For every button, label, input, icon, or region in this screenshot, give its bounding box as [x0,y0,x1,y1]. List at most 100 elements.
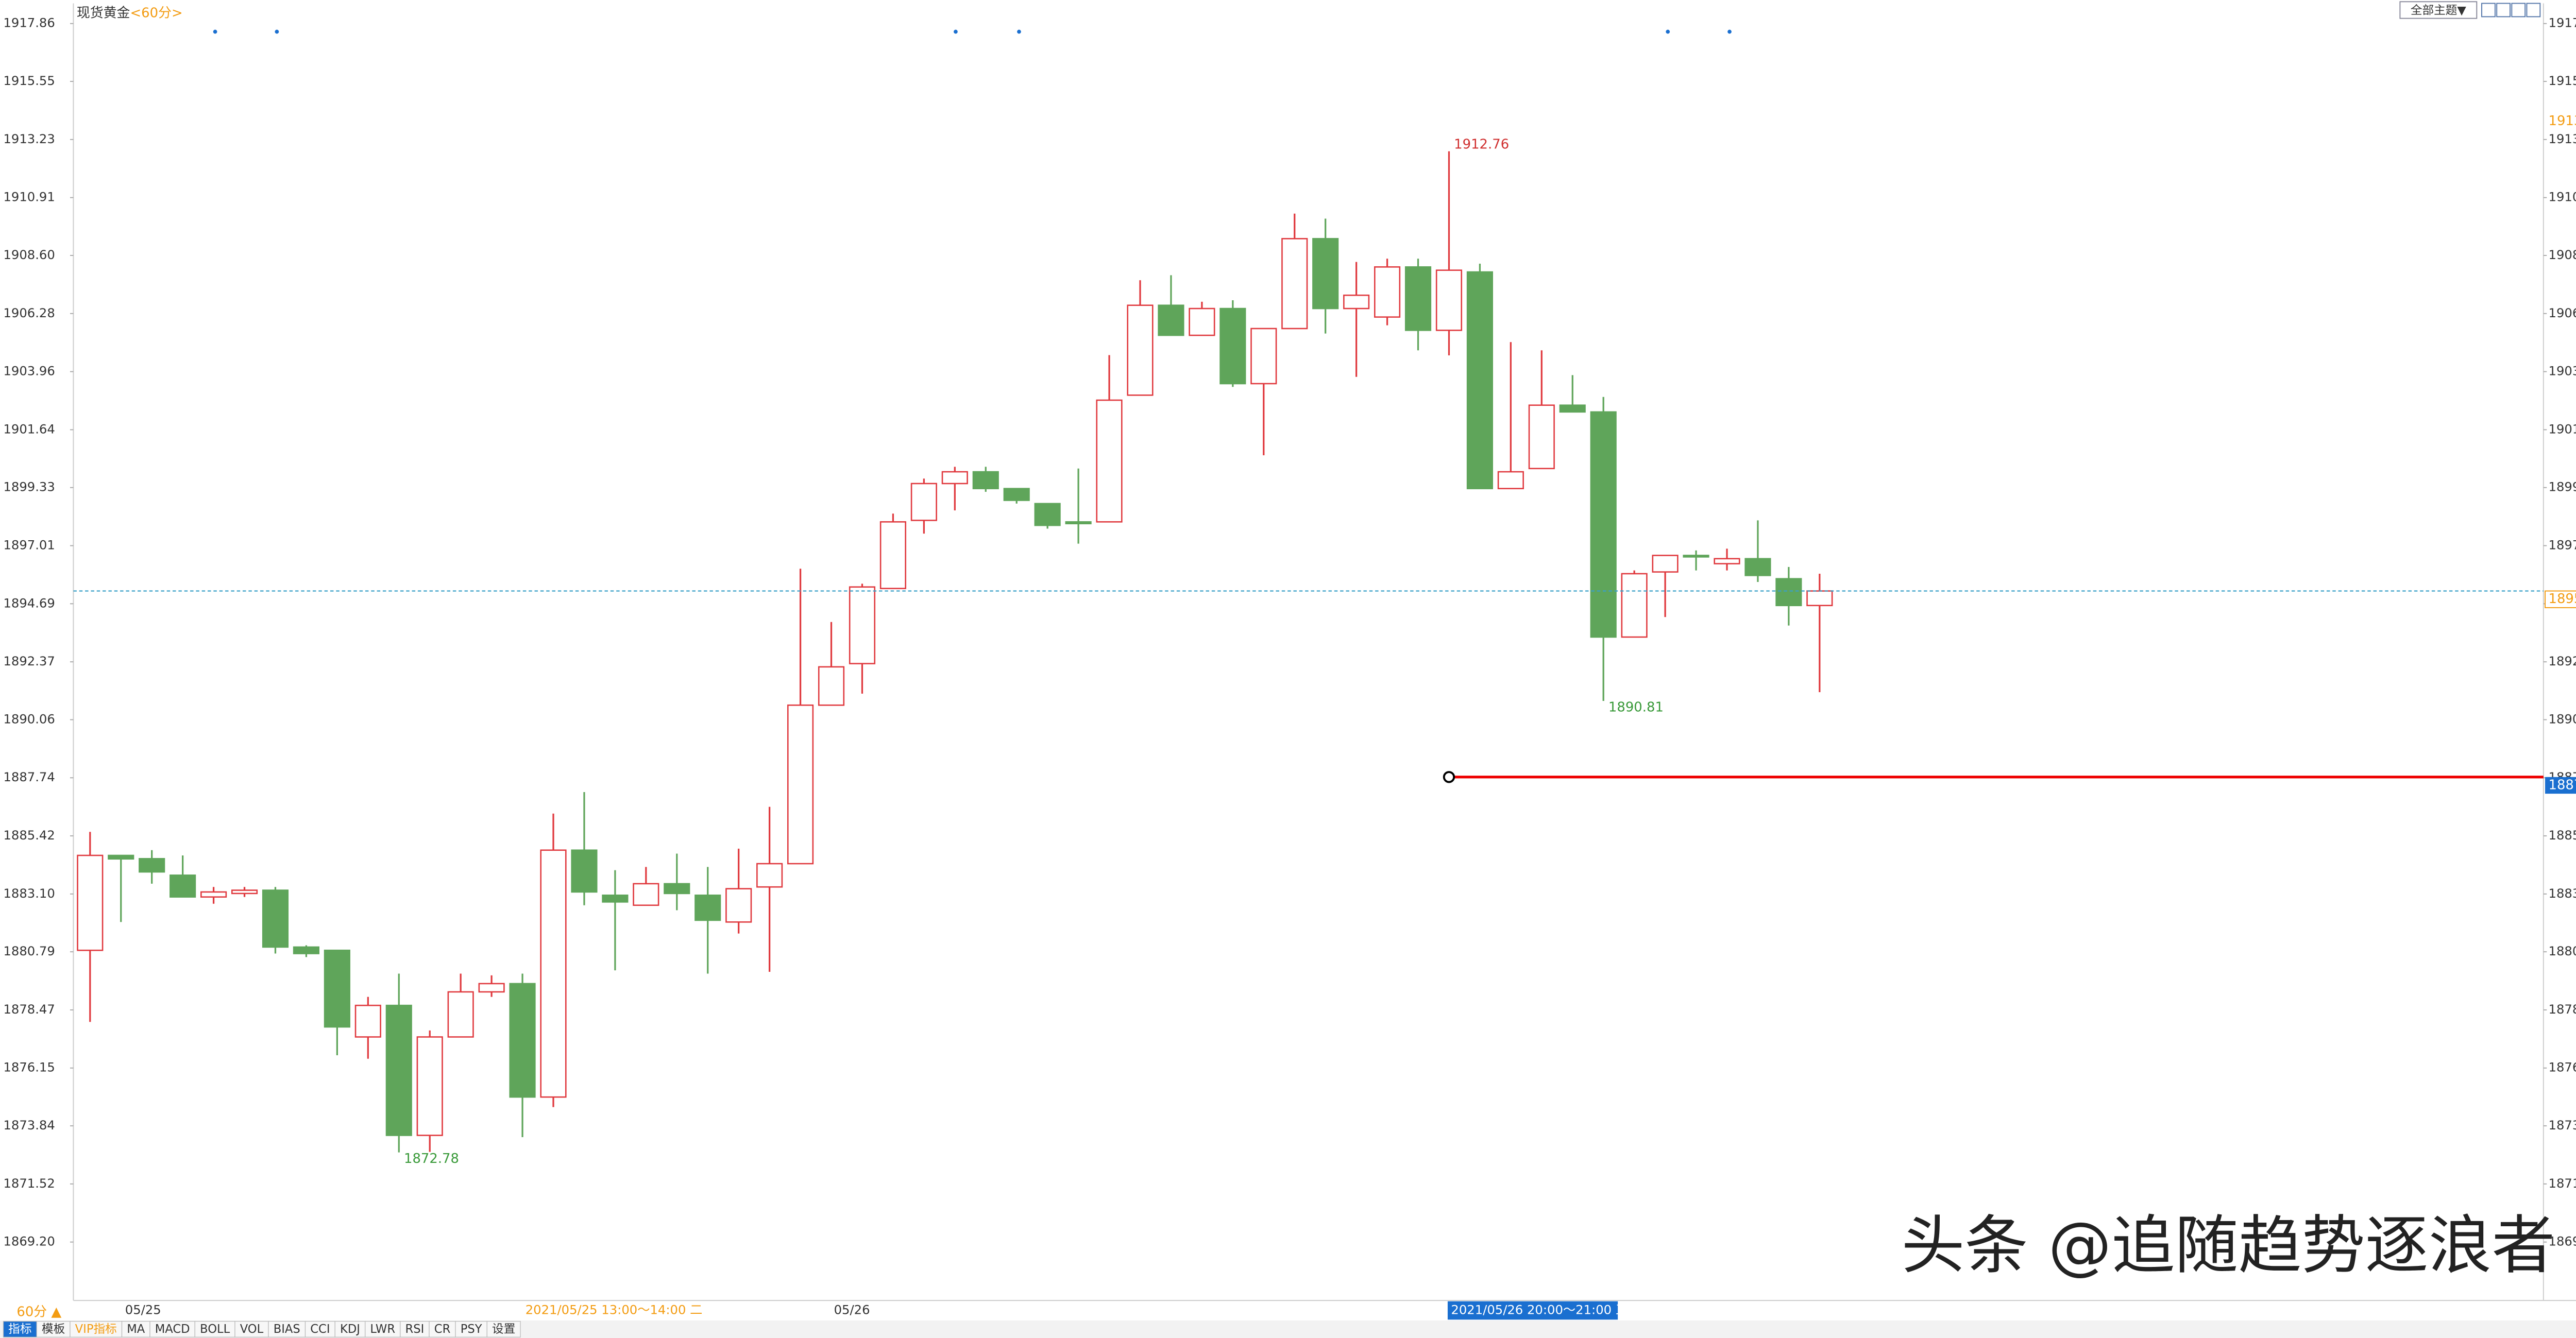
y-tick-label: 1878.47 [3,1002,55,1017]
candle-body [1281,238,1308,330]
event-dot [275,29,279,34]
toolbar-button[interactable] [455,1320,487,1337]
toolbar-button[interactable] [429,1320,456,1337]
low-label: 1890.81 [1608,699,1664,715]
y-tick-label: 1885.42 [2549,828,2576,843]
y-tick-label: 1903.96 [2549,364,2576,379]
candle-body [1559,404,1586,413]
candle-body [1250,328,1277,385]
candle-body [108,854,134,860]
toolbar-item[interactable]: VOL [240,1323,264,1336]
toolbar-button[interactable] [486,1320,521,1337]
toolbar-item[interactable]: CCI [310,1323,330,1336]
candle-body [1189,307,1215,336]
toolbar-item[interactable]: BIAS [274,1323,300,1336]
toolbar-button[interactable] [194,1320,235,1337]
candle-body [1497,471,1524,489]
x-date-label: 05/26 [834,1302,870,1317]
candle-body [972,471,999,489]
toolbar-item[interactable]: KDJ [340,1323,360,1336]
window-button[interactable] [2496,3,2511,18]
candle-body [1312,238,1339,310]
candle-body [385,1004,412,1136]
window-button[interactable] [2481,3,2496,18]
candle-body [694,894,721,921]
event-dot [213,29,217,34]
y-tick-label: 1897.01 [3,538,55,553]
toolbar-item[interactable]: MACD [155,1323,190,1336]
y-tick-label: 1903.96 [3,364,55,379]
candle-body [1219,307,1246,385]
y-tick-label: 1906.28 [3,305,55,320]
y-tick-label: 1897.01 [2549,538,2576,553]
toolbar-button[interactable] [121,1320,150,1337]
candle-body [478,983,505,993]
theme-button-box[interactable] [2399,1,2478,19]
candle-body [293,946,320,954]
toolbar-item[interactable]: 设置 [492,1323,515,1336]
candle-body [818,666,845,706]
event-dot [1017,29,1021,34]
toolbar-item[interactable]: CR [434,1323,451,1336]
candle-body [1003,488,1030,501]
y-tick-label: 1880.79 [3,944,55,958]
y-tick-label: 1890.06 [2549,711,2576,726]
y-tick-label: 1878.47 [2549,1002,2576,1017]
toolbar-button[interactable] [3,1320,37,1337]
y-tick-label: 1871.52 [3,1176,55,1191]
period-button[interactable]: 60分 ▲ [16,1304,61,1319]
candle-body [509,983,536,1098]
candle-body [910,483,937,521]
candle-body [1374,266,1401,318]
candle-body [1775,578,1802,607]
y-tick-label: 1908.60 [2549,247,2576,262]
event-dot [1666,29,1670,34]
theme-button[interactable]: 全部主题▼ [2411,4,2467,18]
candle-body [231,889,258,895]
period-box [0,1302,74,1319]
hover-time: 2021/05/25 13:00～14:00 二 [526,1302,703,1317]
y-tick-label: 1894.69 [3,595,55,610]
candle-body [1127,304,1154,396]
y-tick-label: 1915.55 [3,73,55,88]
candle-body [1652,555,1679,573]
toolbar-item[interactable]: LWR [370,1323,395,1336]
y-tick-label: 1908.60 [3,247,55,262]
y-tick-label: 1883.10 [3,886,55,901]
candle-body [725,888,752,923]
drawn-line-anchor [1443,771,1455,783]
last-price-label: 1895.20 [2549,591,2576,607]
toolbar-item[interactable]: RSI [405,1323,425,1336]
toolbar-button[interactable] [365,1320,401,1337]
candle-body [200,891,227,898]
toolbar-item[interactable]: MA [127,1323,145,1336]
toolbar-button[interactable] [234,1320,269,1337]
toolbar-item[interactable]: BOLL [200,1323,230,1336]
candle-body [324,949,350,1028]
toolbar-item[interactable]: 指标 [8,1323,31,1336]
toolbar-button[interactable] [400,1320,430,1337]
toolbar-item[interactable]: VIP指标 [75,1323,117,1336]
y-tick-label: 1885.42 [3,828,55,843]
window-button[interactable] [2526,3,2541,18]
toolbar-button[interactable] [268,1320,306,1337]
candle-body [1621,573,1648,638]
y-tick-label: 1887.74 [3,769,55,784]
y-tick-label: 1901.64 [2549,421,2576,436]
y-tick-label: 1880.79 [2549,944,2576,958]
candle-body [787,704,814,865]
y-tick-label: 1917.86 [2549,15,2576,30]
y-tick-label: 1871.52 [2549,1176,2576,1191]
candle-body [602,894,629,903]
toolbar-item[interactable]: 模板 [42,1323,65,1336]
candle-body [849,586,876,664]
watermark: 头条 @追随趋势逐浪者 [1901,1209,2555,1282]
low-label: 1872.78 [404,1151,459,1167]
candle-body [1590,411,1617,638]
window-button[interactable] [2511,3,2526,18]
toolbar-button[interactable] [70,1320,123,1337]
price-marker-box [2545,113,2576,130]
period-label: <60分> [130,5,183,21]
toolbar-item[interactable]: PSY [461,1323,482,1336]
